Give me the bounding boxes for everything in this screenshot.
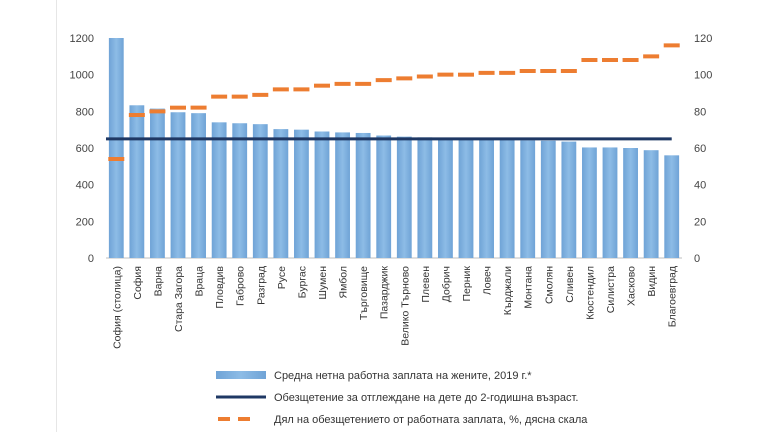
category-label: Враца	[194, 266, 206, 297]
category-label: Бургас	[296, 266, 308, 298]
legend-label-bars: Средна нетна работна заплата на жените, …	[274, 370, 532, 382]
category-label: София (столица)	[111, 266, 123, 349]
bar	[252, 124, 268, 259]
category-label: Ямбол	[338, 266, 350, 298]
category-label: Смолян	[543, 266, 555, 304]
bar	[150, 108, 165, 258]
category-label: Хасково	[626, 266, 638, 306]
bar	[191, 113, 206, 259]
category-label: Русе	[276, 266, 288, 289]
category-label: Ловеч	[482, 266, 494, 295]
bar	[376, 135, 392, 258]
y-right-tick-label: 40	[694, 180, 706, 192]
bar	[396, 136, 412, 258]
bar	[170, 112, 186, 258]
category-label: Пловдив	[214, 266, 226, 309]
legend-label-line: Обезщетение за отглеждане на дете до 2-г…	[274, 392, 578, 404]
chart-frame	[56, 0, 713, 432]
category-label: Търговище	[358, 266, 370, 320]
bar	[314, 131, 330, 258]
bar	[438, 138, 453, 258]
bar	[417, 137, 433, 258]
y-left-tick-label: 0	[88, 253, 94, 265]
bar	[520, 140, 536, 258]
bar	[294, 129, 309, 258]
bar	[643, 150, 659, 258]
bar	[458, 139, 474, 258]
category-label: Видин	[646, 266, 658, 297]
category-label: Варна	[152, 266, 164, 296]
y-right-tick-label: 20	[694, 216, 706, 228]
bar	[623, 148, 638, 258]
bar	[561, 141, 577, 258]
category-label: София	[132, 266, 144, 300]
category-label: Добрич	[440, 266, 452, 302]
category-label: Разград	[255, 266, 267, 305]
y-right-tick-label: 60	[694, 143, 706, 155]
bar	[232, 123, 248, 258]
y-left-tick-label: 1000	[70, 70, 94, 82]
y-right-tick-label: 100	[694, 70, 712, 82]
bar	[355, 132, 371, 258]
category-label: Плевен	[420, 266, 432, 303]
category-label: Габрово	[235, 266, 247, 306]
y-right-tick-label: 80	[694, 106, 706, 118]
category-label: Монтана	[523, 266, 535, 309]
bar	[273, 129, 289, 258]
category-label: Шумен	[317, 266, 329, 300]
y-left-tick-label: 1200	[70, 33, 94, 45]
category-label: Пазарджик	[379, 266, 391, 320]
bar	[211, 122, 227, 258]
y-left-tick-label: 600	[76, 143, 94, 155]
category-label: Велико Търново	[399, 266, 411, 346]
category-label: Кърджали	[502, 266, 514, 315]
y-right-tick-label: 120	[694, 33, 712, 45]
category-label: Силистра	[605, 266, 617, 313]
bar	[664, 155, 680, 258]
y-left-tick-label: 800	[76, 106, 94, 118]
bar	[602, 147, 618, 258]
category-label: Перник	[461, 266, 473, 302]
legend-label-dash: Дял на обезщетението от работната заплат…	[274, 414, 588, 426]
category-label: Благоевград	[667, 266, 679, 327]
category-label: Сливен	[564, 266, 576, 303]
category-label: Кюстендил	[584, 266, 596, 320]
bar	[540, 140, 556, 258]
bar	[479, 139, 494, 258]
y-left-tick-label: 400	[76, 180, 94, 192]
y-right-tick-label: 0	[694, 253, 700, 265]
y-left-tick-label: 200	[76, 216, 94, 228]
legend-swatch-bars	[216, 371, 266, 379]
bar	[582, 147, 597, 258]
bar	[499, 139, 515, 258]
bar	[335, 132, 350, 258]
category-label: Стара Загора	[173, 266, 185, 332]
bar	[108, 38, 124, 258]
bar	[129, 105, 145, 259]
